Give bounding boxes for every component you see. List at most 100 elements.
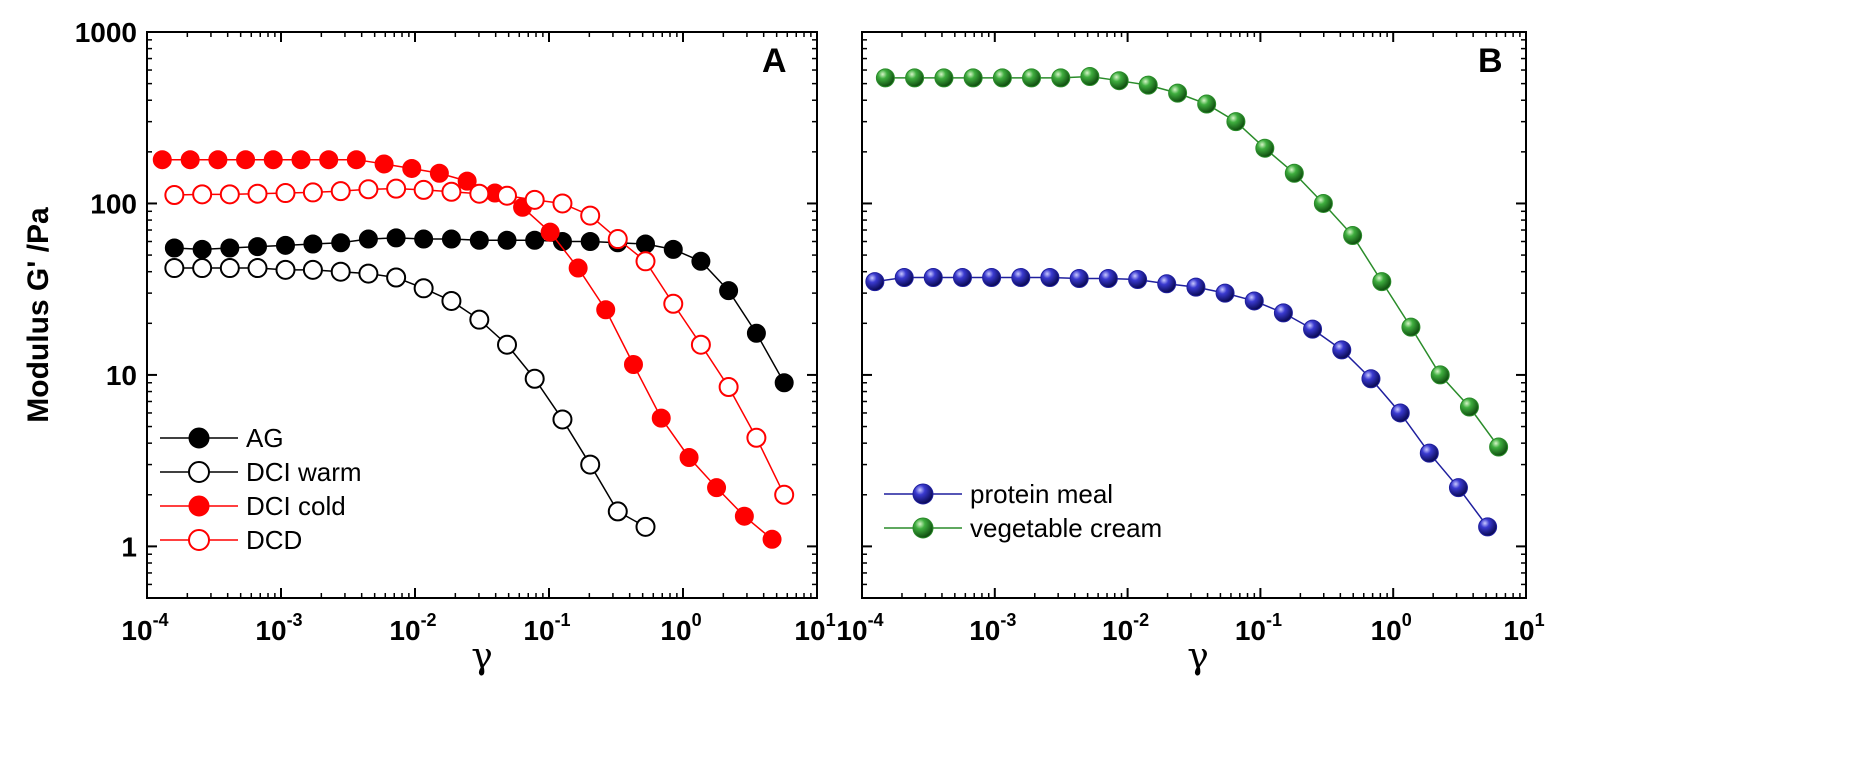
data-point (934, 68, 954, 88)
data-point (719, 281, 739, 301)
x-tick-exponent: -2 (421, 610, 437, 630)
data-point (636, 234, 656, 254)
data-point (1098, 269, 1118, 289)
data-point (707, 478, 727, 498)
data-point (596, 300, 616, 320)
series-dci-cold (152, 150, 782, 549)
x-tick-label: 101 (794, 610, 835, 646)
data-point (346, 150, 366, 170)
data-point (1215, 283, 1235, 303)
data-point (663, 293, 684, 314)
data-point (1419, 443, 1439, 463)
data-point (164, 238, 184, 258)
panel-b-letter: B (1478, 42, 1503, 80)
data-point (663, 239, 683, 259)
x-tick-label: 10-2 (389, 610, 436, 646)
legend-item: DCD (160, 525, 302, 555)
panel-b-x-ticks: 10-4 10-3 10-2 10-1 100 101 (836, 32, 1545, 646)
panel-a-letter: A (762, 42, 787, 80)
series-vegetable-cream (875, 67, 1509, 457)
data-point (275, 183, 296, 204)
data-point (164, 185, 185, 206)
data-point (905, 68, 925, 88)
data-point (497, 334, 518, 355)
data-point (402, 158, 422, 178)
data-point (540, 222, 560, 242)
data-point (1459, 397, 1479, 417)
data-point (180, 150, 200, 170)
data-point (386, 267, 407, 288)
data-point (429, 163, 449, 183)
data-point (552, 193, 573, 214)
legend-item: AG (160, 423, 284, 453)
panel-a-legend: AG DCI warm DCI cold DCD (160, 423, 362, 555)
data-point (331, 233, 351, 253)
x-tick-label: 10-1 (523, 610, 570, 646)
data-point (762, 529, 782, 549)
data-point (497, 230, 517, 250)
data-point (441, 229, 461, 249)
data-point (525, 230, 545, 250)
data-point (1197, 94, 1217, 114)
data-point (1022, 68, 1042, 88)
data-point (469, 309, 490, 330)
data-point (1051, 68, 1071, 88)
legend-swatch-marker (912, 483, 934, 505)
data-point (1372, 272, 1392, 292)
series-line (874, 276, 1489, 528)
data-point (952, 267, 972, 287)
series-protein-meal (865, 267, 1498, 537)
data-point (1138, 75, 1158, 95)
data-point (1157, 274, 1177, 294)
data-point (690, 334, 711, 355)
legend-label: protein meal (970, 479, 1113, 509)
data-point (413, 179, 434, 200)
data-point (1186, 277, 1206, 297)
data-point (192, 239, 212, 259)
x-tick-exponent: 1 (826, 610, 836, 630)
data-point (746, 427, 767, 448)
data-point (236, 150, 256, 170)
legend-label: DCI warm (246, 457, 362, 487)
data-point (607, 229, 628, 250)
data-point (386, 228, 406, 248)
data-point (774, 373, 794, 393)
data-point (358, 179, 379, 200)
data-point (1069, 269, 1089, 289)
data-point (718, 377, 739, 398)
x-tick-exponent: -4 (153, 610, 169, 630)
data-point (746, 323, 766, 343)
data-point (691, 251, 711, 271)
data-point (679, 447, 699, 467)
data-point (319, 150, 339, 170)
x-tick-label: 10-4 (836, 610, 883, 646)
data-point (623, 355, 643, 375)
data-point (1040, 267, 1060, 287)
data-point (774, 484, 795, 505)
panel-a-x-axis-title: γ (471, 636, 493, 677)
data-point (894, 267, 914, 287)
panel-a-x-ticks: 10-4 10-3 10-2 10-1 100 101 (121, 32, 836, 646)
data-point (1332, 340, 1352, 360)
x-tick-label: 100 (660, 610, 701, 646)
data-point (1489, 437, 1509, 457)
data-point (1273, 303, 1293, 323)
data-point (1168, 83, 1188, 103)
panel-b-frame (861, 31, 1527, 599)
data-point (386, 178, 407, 199)
panel-b-y-ticks (862, 31, 1526, 586)
data-point (875, 68, 895, 88)
data-point (635, 516, 656, 537)
data-point (1448, 478, 1468, 498)
legend-swatch-marker (912, 517, 934, 539)
x-tick-label: 10-1 (1235, 610, 1282, 646)
data-point (275, 235, 295, 255)
panel-a-y-ticks: 1 10 100 1000 (75, 17, 817, 586)
data-point (1011, 267, 1031, 287)
data-point (330, 181, 351, 202)
data-point (865, 272, 885, 292)
y-tick-label: 1000 (75, 17, 137, 48)
data-point (1128, 270, 1148, 290)
